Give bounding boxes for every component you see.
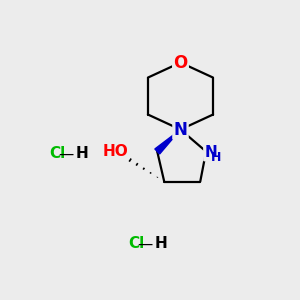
Polygon shape [155, 130, 181, 154]
Text: N: N [174, 121, 188, 139]
Text: —: — [137, 236, 152, 251]
Text: Cl: Cl [49, 146, 65, 161]
Text: H: H [76, 146, 88, 161]
Text: HO: HO [103, 143, 128, 158]
Text: N: N [204, 145, 217, 160]
Text: H: H [155, 236, 168, 251]
Text: Cl: Cl [128, 236, 144, 251]
Text: O: O [173, 54, 188, 72]
Text: —: — [58, 146, 74, 161]
Text: H: H [211, 151, 222, 164]
